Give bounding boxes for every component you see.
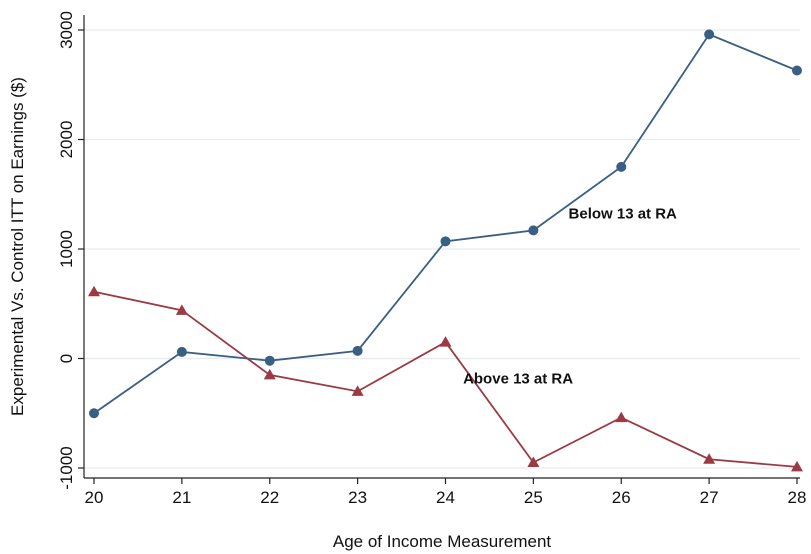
x-tick-label: 23 — [348, 488, 367, 507]
x-axis-ticks: 20 21 22 23 24 25 26 27 28 — [85, 478, 807, 507]
y-tick-label: 2000 — [57, 121, 76, 159]
gridlines — [84, 29, 800, 469]
x-tick-label: 28 — [788, 488, 807, 507]
data-point-triangle — [527, 456, 540, 468]
x-tick-label: 25 — [524, 488, 543, 507]
series-line-0 — [93, 33, 798, 414]
data-point-circle — [792, 65, 802, 76]
data-point-triangle — [791, 460, 803, 472]
data-point-circle — [440, 236, 451, 247]
y-axis-title: Experimental Vs. Control ITT on Earnings… — [8, 77, 27, 416]
x-tick-label: 24 — [436, 488, 455, 507]
series-group — [88, 29, 803, 472]
y-tick-label: 0 — [57, 354, 76, 363]
x-tick-label: 26 — [612, 488, 631, 507]
series-annotation-below: Below 13 at RA — [569, 205, 678, 222]
y-tick-label: 1000 — [57, 230, 76, 268]
y-tick-label: -1000 — [57, 446, 76, 489]
data-point-triangle — [175, 304, 188, 315]
data-point-triangle — [88, 285, 100, 297]
data-point-triangle — [703, 453, 716, 464]
data-point-triangle — [439, 336, 452, 347]
data-point-triangle — [615, 411, 628, 423]
data-point-circle — [704, 29, 715, 40]
series-annotation-above: Above 13 at RA — [463, 371, 573, 388]
x-axis-title: Age of Income Measurement — [333, 532, 552, 551]
series-line-1 — [93, 290, 798, 468]
x-tick-label: 20 — [85, 488, 104, 507]
data-point-triangle — [351, 385, 364, 396]
data-point-triangle — [263, 368, 276, 380]
y-tick-label: 3000 — [57, 11, 76, 49]
x-tick-label: 22 — [260, 488, 279, 507]
data-point-circle — [264, 355, 275, 366]
data-point-circle — [352, 345, 363, 356]
data-point-circle — [176, 346, 187, 357]
axes — [83, 15, 800, 479]
data-point-circle — [528, 225, 539, 236]
y-axis-ticks: -1000 0 1000 2000 3000 — [57, 11, 84, 490]
x-tick-label: 27 — [700, 488, 719, 507]
x-tick-label: 21 — [172, 488, 191, 507]
data-point-circle — [89, 408, 99, 419]
data-point-circle — [616, 161, 627, 172]
